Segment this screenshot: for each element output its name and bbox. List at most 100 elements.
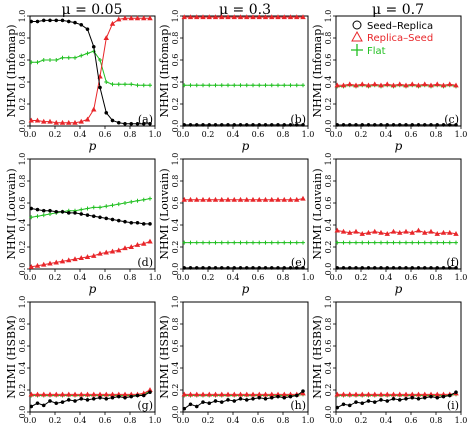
data-point	[79, 396, 84, 401]
data-point	[435, 395, 440, 400]
y-tick-label: 0.4	[171, 219, 180, 232]
y-axis-label: NHMI (Louvain)	[158, 168, 171, 259]
data-point	[429, 266, 433, 270]
data-point	[129, 220, 134, 225]
x-tick-label: 1.0	[455, 273, 468, 282]
data-point	[441, 123, 446, 127]
panel-frame	[29, 301, 156, 413]
data-point	[257, 240, 262, 245]
y-tick-label: 0.0	[324, 263, 333, 276]
y-tick-label: 0.6	[18, 54, 27, 67]
data-point	[263, 123, 268, 127]
y-tick-label: 0.2	[171, 384, 180, 397]
series-replica-seed	[334, 227, 459, 236]
data-point	[410, 240, 415, 245]
data-point	[219, 196, 225, 202]
data-point	[269, 123, 274, 127]
data-point	[262, 391, 269, 397]
data-point	[79, 207, 84, 212]
x-tick-label: 0.4	[380, 130, 393, 139]
data-point	[129, 82, 134, 87]
data-point	[301, 123, 305, 127]
data-point	[84, 254, 91, 259]
data-point	[79, 212, 84, 216]
data-point	[54, 209, 59, 214]
data-point	[225, 14, 231, 20]
data-point	[454, 390, 458, 395]
data-point	[366, 399, 371, 403]
data-point	[41, 213, 46, 218]
data-point	[128, 244, 134, 250]
data-point	[232, 266, 237, 270]
panel-frame	[182, 301, 309, 413]
x-tick-label: 0.6	[99, 416, 112, 425]
data-point	[435, 123, 440, 127]
data-point	[200, 196, 206, 202]
data-point	[104, 80, 109, 84]
data-point	[207, 123, 212, 127]
data-point	[226, 266, 230, 270]
data-point	[300, 390, 306, 396]
data-point	[365, 82, 372, 88]
data-point	[207, 83, 212, 88]
data-point	[66, 257, 72, 263]
y-tick-label: 0.6	[324, 54, 333, 67]
x-tick-label: 1.0	[302, 130, 315, 139]
y-tick-label: 0.0	[324, 120, 333, 133]
panel-label: (g)	[137, 399, 153, 412]
data-point	[28, 391, 34, 397]
data-point	[141, 197, 146, 202]
x-tick-label: 0.8	[277, 273, 290, 282]
data-point	[281, 14, 287, 20]
x-tick-label: 0.6	[252, 273, 265, 282]
column-title-3: μ = 0.7	[372, 2, 424, 18]
data-point	[29, 60, 34, 65]
data-point	[257, 395, 262, 400]
data-point	[250, 196, 256, 202]
data-point	[454, 240, 458, 245]
data-point	[135, 393, 140, 398]
data-point	[263, 396, 268, 401]
y-tick-label: 0.2	[171, 241, 180, 254]
data-point	[187, 196, 194, 202]
y-tick-label: 0.2	[171, 98, 180, 111]
data-point	[47, 391, 53, 397]
data-point	[85, 27, 90, 32]
data-point	[440, 229, 447, 235]
data-point	[48, 58, 52, 62]
y-tick-label: 0.0	[171, 120, 180, 133]
data-point	[104, 110, 109, 115]
data-point	[384, 230, 390, 236]
series-seed-replica	[182, 389, 305, 411]
series-flat	[182, 392, 305, 398]
data-point	[35, 207, 40, 212]
data-point	[232, 83, 237, 88]
panel-label: (e)	[291, 256, 306, 269]
data-point	[276, 240, 280, 245]
data-point	[263, 266, 268, 270]
data-point	[347, 266, 352, 270]
data-point	[66, 398, 71, 402]
data-point	[54, 401, 59, 406]
data-point	[397, 240, 402, 245]
legend-label-replica-seed: Replica–Seed	[367, 33, 433, 44]
data-point	[187, 14, 194, 20]
series-flat	[335, 392, 458, 398]
y-tick-label: 1.0	[18, 10, 27, 23]
panel-frame	[335, 158, 462, 270]
data-point	[188, 402, 193, 407]
series-seed-replica	[182, 266, 305, 270]
data-point	[447, 81, 453, 87]
data-point	[66, 19, 71, 24]
data-point	[48, 212, 52, 216]
y-tick-label: 0.8	[324, 318, 333, 331]
data-point	[226, 398, 230, 402]
data-point	[79, 22, 84, 27]
data-point	[182, 406, 187, 411]
data-point	[353, 82, 359, 88]
data-point	[200, 391, 206, 397]
y-tick-label: 1.0	[324, 153, 333, 166]
data-point	[225, 391, 231, 397]
data-point	[85, 213, 90, 217]
data-point	[410, 123, 415, 127]
